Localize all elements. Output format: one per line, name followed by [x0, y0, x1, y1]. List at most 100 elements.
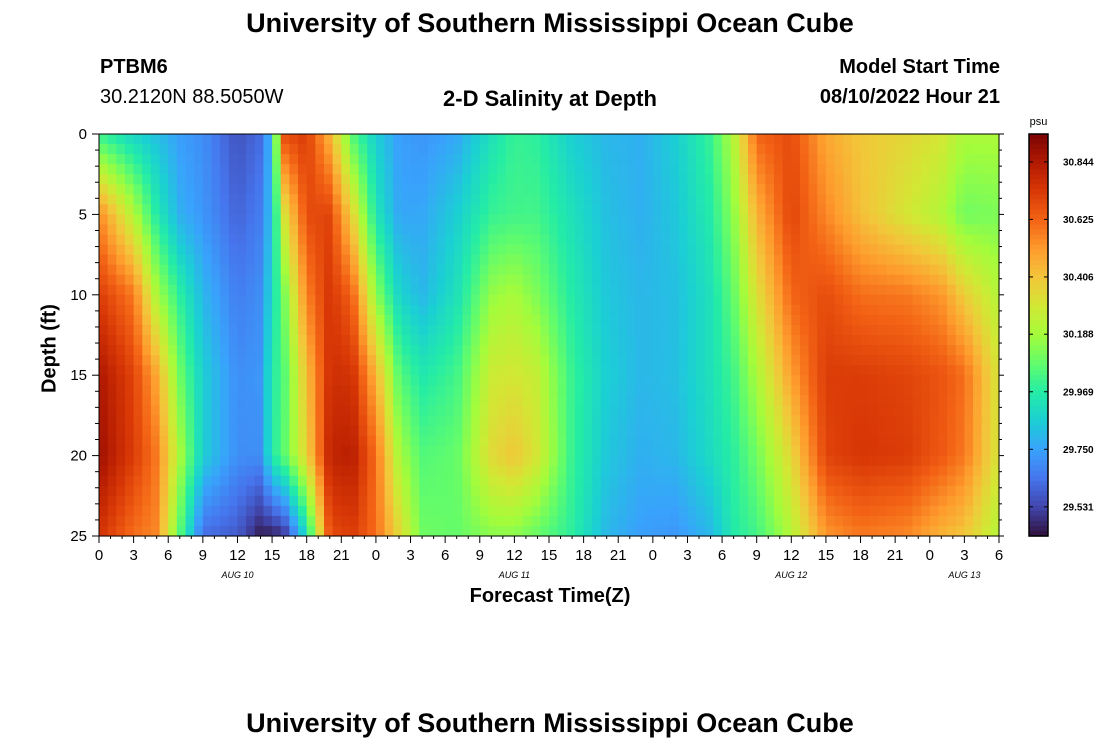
heatmap-cell: [523, 475, 533, 487]
heatmap-cell: [341, 234, 351, 246]
heatmap-cell: [981, 415, 991, 427]
heatmap-cell: [877, 174, 888, 185]
heatmap-cell: [168, 525, 178, 537]
heatmap-cell: [644, 194, 654, 205]
heatmap-cell: [903, 204, 914, 215]
heatmap-cell: [756, 184, 766, 195]
heatmap-cell: [895, 495, 905, 507]
heatmap-cell: [488, 335, 498, 346]
heatmap-cell: [107, 505, 117, 517]
heatmap-cell: [973, 445, 983, 457]
heatmap-cell: [600, 204, 611, 215]
heatmap-cell: [419, 194, 429, 205]
heatmap-cell: [600, 244, 611, 256]
heatmap-cell: [808, 435, 818, 447]
heatmap-cell: [652, 154, 663, 165]
heatmap-cell: [687, 304, 697, 316]
heatmap-cell: [315, 314, 325, 326]
heatmap-cell: [419, 495, 429, 507]
heatmap-cell: [938, 355, 948, 366]
heatmap-cell: [912, 144, 922, 155]
heatmap-cell: [765, 525, 775, 537]
heatmap-cell: [393, 435, 403, 447]
heatmap-cell: [375, 164, 386, 175]
heatmap-cell: [280, 164, 290, 175]
heatmap-cell: [652, 485, 663, 497]
heatmap-cell: [661, 465, 671, 477]
heatmap-cell: [843, 204, 853, 215]
heatmap-cell: [479, 525, 490, 537]
heatmap-cell: [358, 465, 368, 477]
heatmap-cell: [436, 425, 446, 437]
heatmap-cell: [462, 425, 472, 437]
heatmap-cell: [574, 515, 585, 527]
heatmap-cell: [722, 495, 732, 507]
heatmap-cell: [765, 465, 775, 477]
heatmap-cell: [687, 204, 697, 215]
heatmap-cell: [557, 294, 567, 306]
heatmap-cell: [150, 204, 161, 215]
heatmap-cell: [116, 365, 126, 376]
heatmap-cell: [895, 144, 905, 155]
heatmap-cell: [600, 174, 611, 185]
heatmap-cell: [895, 284, 905, 296]
heatmap-cell: [159, 184, 169, 195]
heatmap-cell: [116, 465, 126, 477]
heatmap-cell: [618, 435, 628, 447]
heatmap-cell: [228, 214, 239, 226]
heatmap-cell: [453, 294, 464, 306]
colorbar-segment: [1029, 189, 1048, 195]
heatmap-cell: [600, 335, 611, 346]
heatmap-cell: [947, 415, 957, 427]
heatmap-cell: [263, 154, 273, 165]
heatmap-cell: [791, 324, 801, 336]
heatmap-cell: [973, 204, 983, 215]
heatmap-cell: [843, 264, 853, 276]
heatmap-cell: [410, 184, 420, 195]
heatmap-cell: [877, 314, 888, 326]
heatmap-cell: [877, 274, 888, 286]
heatmap-cell: [133, 435, 143, 447]
heatmap-cell: [652, 224, 663, 236]
heatmap-cell: [540, 214, 550, 226]
heatmap-cell: [774, 314, 784, 326]
colorbar-segment: [1029, 445, 1048, 452]
heatmap-cell: [211, 485, 221, 497]
heatmap-cell: [531, 345, 541, 356]
heatmap-cell: [289, 385, 299, 396]
heatmap-cell: [479, 375, 490, 386]
colorbar-tick-label: 30.188: [1063, 330, 1094, 341]
heatmap-cell: [488, 174, 498, 185]
heatmap-cell: [410, 234, 420, 246]
heatmap-cell: [895, 194, 905, 205]
heatmap-cell: [99, 445, 109, 457]
heatmap-cell: [955, 465, 965, 477]
heatmap-cell: [107, 164, 117, 175]
heatmap-cell: [142, 234, 152, 246]
heatmap-cell: [574, 184, 585, 195]
heatmap-cell: [678, 455, 689, 467]
heatmap-cell: [843, 455, 853, 467]
heatmap-cell: [592, 355, 602, 366]
heatmap-cell: [254, 154, 265, 165]
heatmap-cell: [644, 345, 654, 356]
model-start-label: Model Start Time: [839, 56, 1000, 78]
heatmap-cell: [315, 375, 325, 386]
heatmap-cell: [540, 194, 550, 205]
heatmap-cell: [860, 274, 870, 286]
heatmap-cell: [419, 184, 429, 195]
heatmap-cell: [791, 435, 801, 447]
heatmap-cell: [531, 264, 541, 276]
colorbar-segment: [1029, 365, 1048, 371]
heatmap-cell: [774, 355, 784, 366]
heatmap-cell: [817, 234, 827, 246]
heatmap-cell: [765, 385, 775, 396]
heatmap-cell: [730, 525, 740, 537]
heatmap-cell: [505, 234, 515, 246]
heatmap-cell: [358, 385, 368, 396]
heatmap-cell: [124, 495, 135, 507]
heatmap-cell: [713, 134, 723, 145]
heatmap-cell: [964, 425, 974, 437]
heatmap-cell: [600, 345, 611, 356]
heatmap-cell: [401, 335, 412, 346]
